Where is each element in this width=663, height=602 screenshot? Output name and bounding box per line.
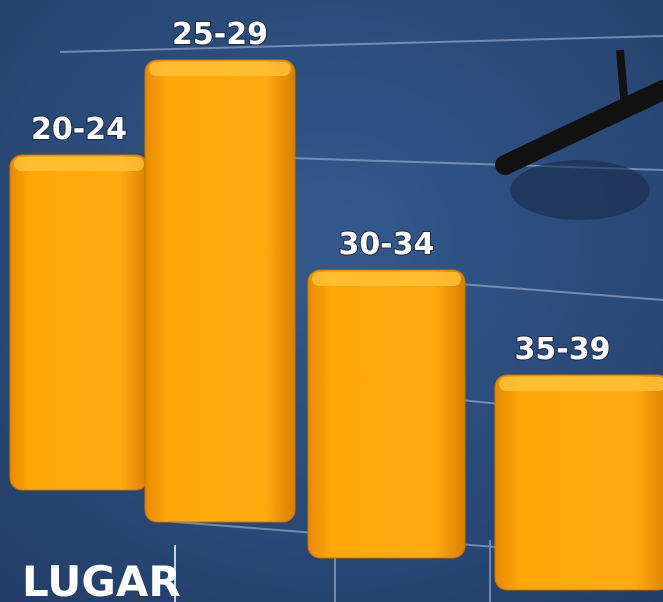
bar-top xyxy=(149,62,291,76)
bar xyxy=(9,154,149,491)
bar-label: 30-34 xyxy=(339,227,435,262)
caption: LUGAR xyxy=(22,557,181,602)
bar-top xyxy=(14,157,144,171)
bar xyxy=(494,374,663,591)
bar-label: 20-24 xyxy=(31,112,127,147)
bar-label: 35-39 xyxy=(515,332,611,367)
bar xyxy=(307,269,466,559)
bar-top xyxy=(499,377,663,391)
bar-label: 25-29 xyxy=(172,17,268,52)
decor-rod xyxy=(495,49,663,220)
bars: 20-24 25-29 30-34 35-39 xyxy=(9,16,663,591)
bar-top xyxy=(312,272,461,286)
bar xyxy=(144,59,296,523)
